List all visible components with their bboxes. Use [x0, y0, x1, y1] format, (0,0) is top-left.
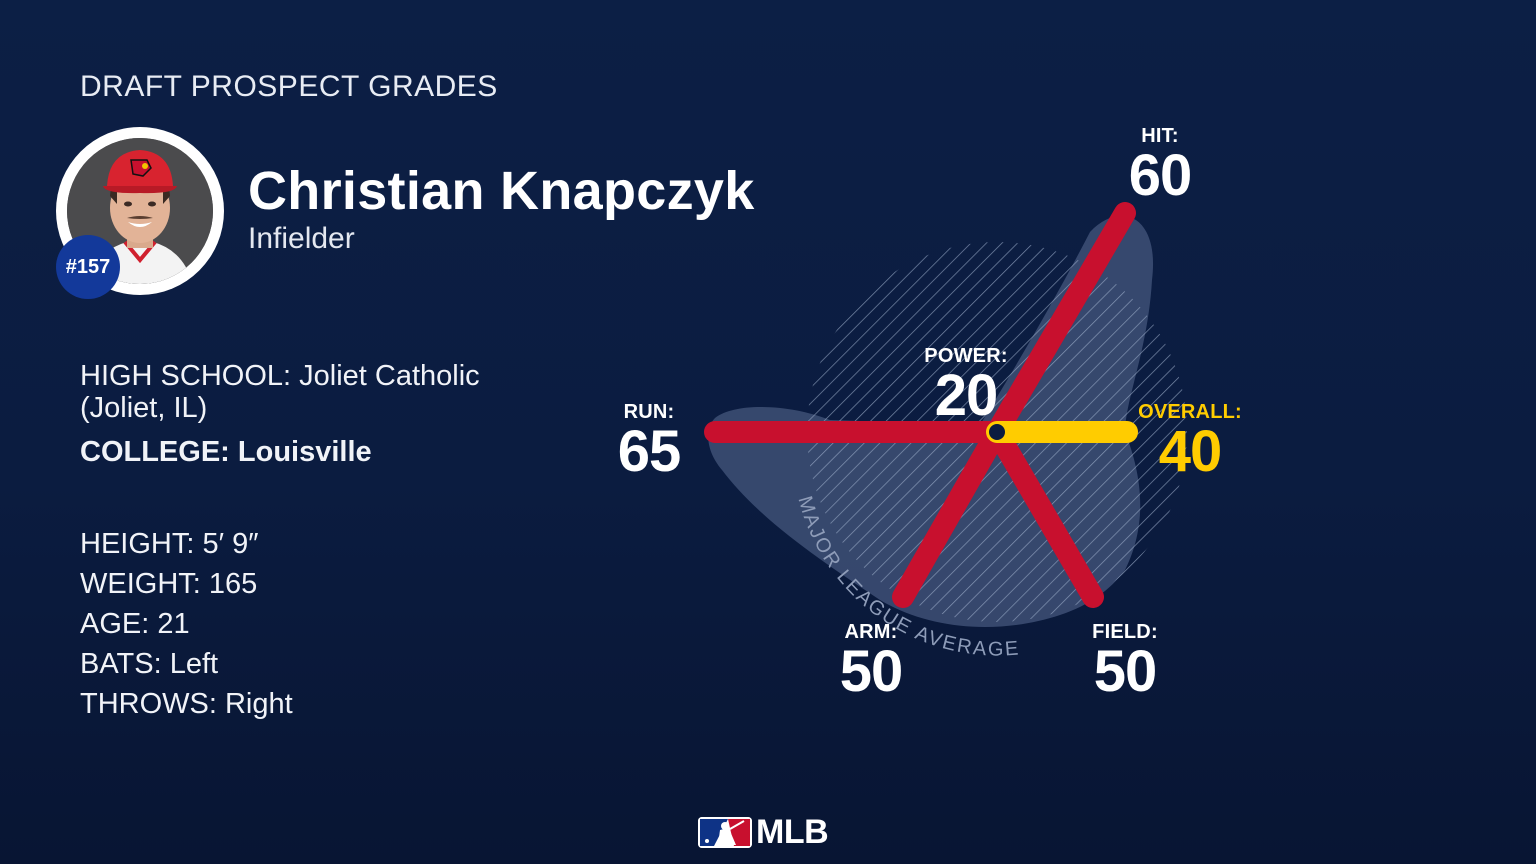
mlb-batter-icon	[698, 816, 752, 848]
field-bar	[986, 421, 1104, 608]
page-kicker: DRAFT PROSPECT GRADES	[80, 70, 498, 103]
bio-age: AGE: 21	[80, 608, 190, 640]
grade-run: RUN: 65	[617, 401, 682, 484]
high-school-label: HIGH SCHOOL:	[80, 360, 292, 392]
player-name: Christian Knapczyk	[248, 161, 755, 221]
rank-badge: #157	[56, 235, 120, 299]
grade-arm: ARM: 50	[839, 621, 904, 704]
arm-bar	[892, 421, 1008, 608]
bio-high-school: HIGH SCHOOL: Joliet Catholic	[80, 360, 480, 392]
grade-power: POWER: 20	[924, 345, 1008, 428]
high-school-value: Joliet Catholic	[299, 360, 480, 392]
bio-college: COLLEGE: Louisville	[80, 436, 372, 468]
mlb-logo-text: MLB	[756, 812, 829, 851]
player-position: Infielder	[248, 222, 355, 255]
grade-field: FIELD: 50	[1092, 621, 1158, 704]
mlb-logo: MLB	[698, 812, 829, 851]
college-value: Louisville	[237, 436, 372, 468]
grade-overall: OVERALL: 40	[1138, 401, 1242, 484]
hit-bar	[986, 202, 1136, 443]
bio-weight: WEIGHT: 165	[80, 568, 258, 600]
bio-throws: THROWS: Right	[80, 688, 293, 720]
bio-high-school-location: (Joliet, IL)	[80, 392, 208, 424]
grade-hit: HIT: 60	[1128, 125, 1193, 208]
bio-height: HEIGHT: 5′ 9″	[80, 528, 259, 560]
chart-center-hub	[989, 424, 1005, 440]
bio-bats: BATS: Left	[80, 648, 219, 680]
player-avatar: #157	[56, 127, 224, 299]
college-label: COLLEGE:	[80, 436, 230, 468]
